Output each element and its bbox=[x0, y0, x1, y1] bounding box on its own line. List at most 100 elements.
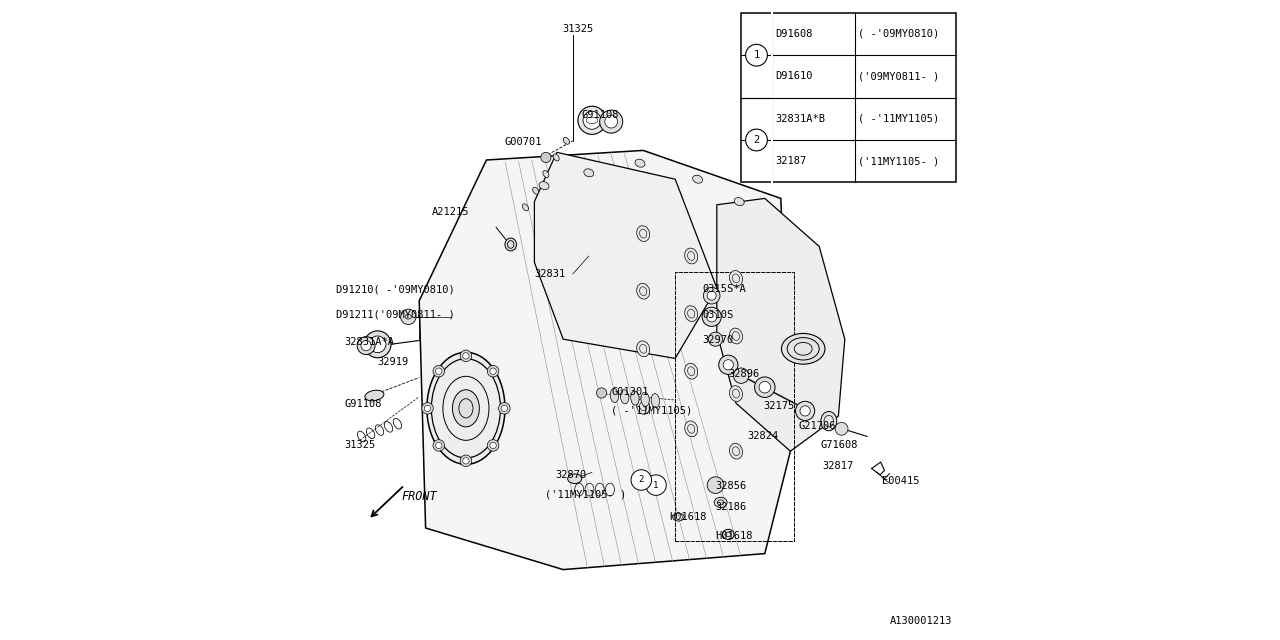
Polygon shape bbox=[420, 150, 791, 570]
Text: 32896: 32896 bbox=[728, 369, 759, 380]
Ellipse shape bbox=[735, 198, 744, 205]
Text: ('11MY1105- ): ('11MY1105- ) bbox=[545, 489, 626, 499]
Text: ( -'11MY1105): ( -'11MY1105) bbox=[612, 406, 692, 416]
Text: 1: 1 bbox=[653, 481, 659, 490]
Ellipse shape bbox=[730, 271, 742, 286]
Circle shape bbox=[755, 377, 776, 397]
Text: D91211('09MY0811- ): D91211('09MY0811- ) bbox=[335, 310, 454, 320]
Circle shape bbox=[596, 388, 607, 398]
Ellipse shape bbox=[506, 238, 517, 251]
Circle shape bbox=[435, 368, 442, 374]
Circle shape bbox=[370, 336, 387, 353]
Ellipse shape bbox=[673, 513, 685, 521]
Ellipse shape bbox=[685, 364, 698, 379]
Circle shape bbox=[488, 440, 499, 451]
Circle shape bbox=[800, 406, 810, 416]
Ellipse shape bbox=[636, 284, 650, 299]
Ellipse shape bbox=[568, 474, 581, 484]
Ellipse shape bbox=[543, 171, 549, 177]
Circle shape bbox=[463, 458, 470, 464]
Text: 0315S*A: 0315S*A bbox=[703, 284, 746, 294]
Text: ( -'11MY1105): ( -'11MY1105) bbox=[859, 114, 940, 124]
Ellipse shape bbox=[636, 226, 650, 241]
Circle shape bbox=[707, 477, 724, 493]
Text: 1: 1 bbox=[754, 50, 759, 60]
Circle shape bbox=[701, 307, 722, 326]
Circle shape bbox=[463, 353, 470, 359]
Circle shape bbox=[365, 331, 392, 358]
Circle shape bbox=[605, 115, 618, 128]
Text: A130001213: A130001213 bbox=[890, 616, 952, 626]
Text: ('11MY1105- ): ('11MY1105- ) bbox=[859, 156, 940, 166]
Circle shape bbox=[835, 422, 847, 435]
Ellipse shape bbox=[428, 352, 506, 465]
Ellipse shape bbox=[714, 497, 727, 508]
Ellipse shape bbox=[722, 529, 735, 540]
Circle shape bbox=[745, 129, 768, 151]
Circle shape bbox=[461, 455, 472, 467]
Text: 32970: 32970 bbox=[703, 335, 733, 346]
Text: A21215: A21215 bbox=[433, 207, 470, 218]
Text: E00415: E00415 bbox=[882, 476, 919, 486]
Circle shape bbox=[488, 365, 499, 377]
Ellipse shape bbox=[685, 248, 698, 264]
Text: ( -'09MY0810): ( -'09MY0810) bbox=[859, 29, 940, 39]
Text: ('09MY0811- ): ('09MY0811- ) bbox=[859, 72, 940, 81]
Circle shape bbox=[600, 110, 623, 133]
Circle shape bbox=[733, 368, 749, 383]
Text: G71608: G71608 bbox=[820, 440, 858, 450]
Circle shape bbox=[708, 291, 717, 300]
Ellipse shape bbox=[652, 394, 659, 408]
Ellipse shape bbox=[820, 412, 837, 431]
Circle shape bbox=[631, 470, 652, 490]
Polygon shape bbox=[535, 152, 717, 358]
Ellipse shape bbox=[692, 175, 703, 183]
Circle shape bbox=[502, 405, 508, 412]
Ellipse shape bbox=[730, 444, 742, 459]
Circle shape bbox=[461, 350, 472, 362]
Circle shape bbox=[422, 403, 433, 414]
Text: D91610: D91610 bbox=[776, 72, 813, 81]
Circle shape bbox=[490, 442, 497, 449]
Circle shape bbox=[435, 442, 442, 449]
Text: G91108: G91108 bbox=[581, 110, 618, 120]
Text: 32817: 32817 bbox=[823, 461, 854, 471]
Text: 31325: 31325 bbox=[344, 440, 375, 450]
Text: 32824: 32824 bbox=[748, 431, 778, 442]
Circle shape bbox=[709, 332, 722, 346]
Text: 2: 2 bbox=[754, 135, 759, 145]
Bar bbox=[741, 13, 955, 182]
Circle shape bbox=[490, 368, 497, 374]
Text: D91608: D91608 bbox=[776, 29, 813, 39]
Ellipse shape bbox=[621, 390, 628, 404]
Circle shape bbox=[704, 287, 721, 304]
Ellipse shape bbox=[539, 182, 549, 189]
Circle shape bbox=[579, 106, 607, 134]
Text: G21706: G21706 bbox=[799, 420, 836, 431]
Circle shape bbox=[540, 152, 550, 163]
Text: 32856: 32856 bbox=[716, 481, 746, 492]
Circle shape bbox=[707, 312, 717, 322]
Ellipse shape bbox=[453, 390, 480, 427]
Text: 32187: 32187 bbox=[776, 156, 806, 166]
Ellipse shape bbox=[641, 392, 649, 406]
Ellipse shape bbox=[584, 169, 594, 177]
Ellipse shape bbox=[730, 328, 742, 344]
Ellipse shape bbox=[631, 391, 639, 405]
Ellipse shape bbox=[522, 204, 529, 211]
Text: G91108: G91108 bbox=[344, 399, 381, 410]
Ellipse shape bbox=[611, 388, 618, 403]
Circle shape bbox=[723, 360, 733, 370]
Circle shape bbox=[499, 403, 511, 414]
Text: 0310S: 0310S bbox=[703, 310, 733, 320]
Text: 32831: 32831 bbox=[535, 269, 566, 279]
Ellipse shape bbox=[635, 159, 645, 167]
Circle shape bbox=[718, 355, 737, 374]
Ellipse shape bbox=[781, 333, 826, 364]
Circle shape bbox=[361, 340, 371, 351]
Circle shape bbox=[433, 365, 444, 377]
Ellipse shape bbox=[730, 386, 742, 401]
Text: 32175: 32175 bbox=[763, 401, 794, 412]
Ellipse shape bbox=[532, 188, 539, 194]
Ellipse shape bbox=[685, 421, 698, 436]
